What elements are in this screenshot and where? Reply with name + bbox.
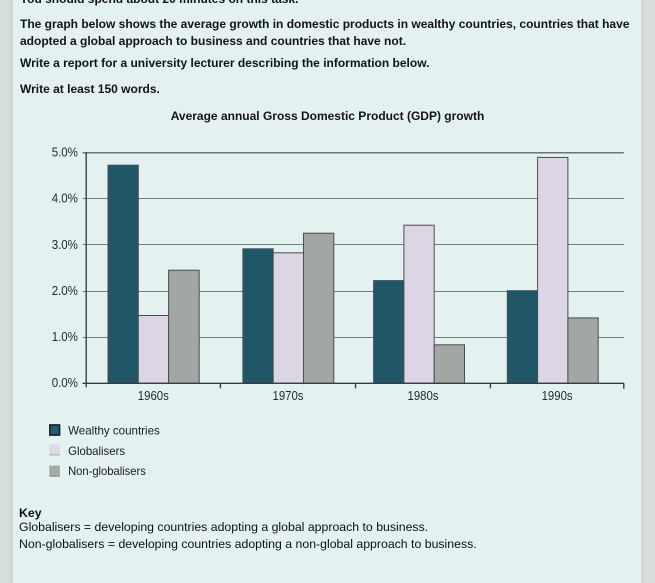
svg-text:1.0%: 1.0% xyxy=(52,329,78,344)
svg-text:5.0%: 5.0% xyxy=(52,145,78,160)
svg-text:Wealthy countries: Wealthy countries xyxy=(68,424,160,438)
svg-text:4.0%: 4.0% xyxy=(52,191,78,206)
svg-text:1990s: 1990s xyxy=(542,388,573,403)
svg-text:1980s: 1980s xyxy=(408,388,439,403)
svg-text:1970s: 1970s xyxy=(273,388,304,403)
svg-text:Non-globalisers: Non-globalisers xyxy=(68,464,146,478)
svg-text:Globalisers: Globalisers xyxy=(68,444,125,458)
svg-text:0.0%: 0.0% xyxy=(52,375,78,390)
svg-text:3.0%: 3.0% xyxy=(52,237,78,252)
svg-text:1960s: 1960s xyxy=(138,388,169,403)
svg-text:2.0%: 2.0% xyxy=(52,283,78,298)
